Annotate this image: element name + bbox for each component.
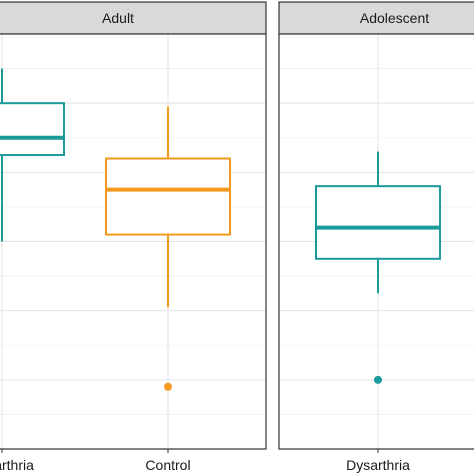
- facet-adolescent-dysarthria-box: [315, 151, 441, 384]
- facet-adult-panel-border: [0, 33, 267, 450]
- facet-adult-strip: [0, 1, 267, 35]
- facet-adult-control-iqr-box: [105, 157, 231, 236]
- facet-adult-strip-label: Adult: [102, 10, 134, 26]
- facet-adult-control-box: [105, 106, 231, 391]
- facet-adult-x-tick-label: Dysarthria: [0, 457, 34, 473]
- facet-adolescent-strip: [278, 1, 474, 35]
- facet-adolescent-strip-label: Adolescent: [360, 10, 429, 26]
- facet-adolescent-panel-border: [278, 33, 474, 450]
- facet-adolescent-x-tick-label: Dysarthria: [346, 457, 410, 473]
- facet-adult-x-tick-label: Control: [145, 457, 190, 473]
- facet-adult-control-outlier-point: [164, 382, 172, 391]
- facet-adult-dysarthria-box: [0, 68, 65, 242]
- facet-adolescent-dysarthria-outlier-point: [374, 375, 382, 384]
- facet-adult-dysarthria-iqr-box: [0, 102, 65, 157]
- facet-adolescent-dysarthria-iqr-box: [315, 185, 441, 260]
